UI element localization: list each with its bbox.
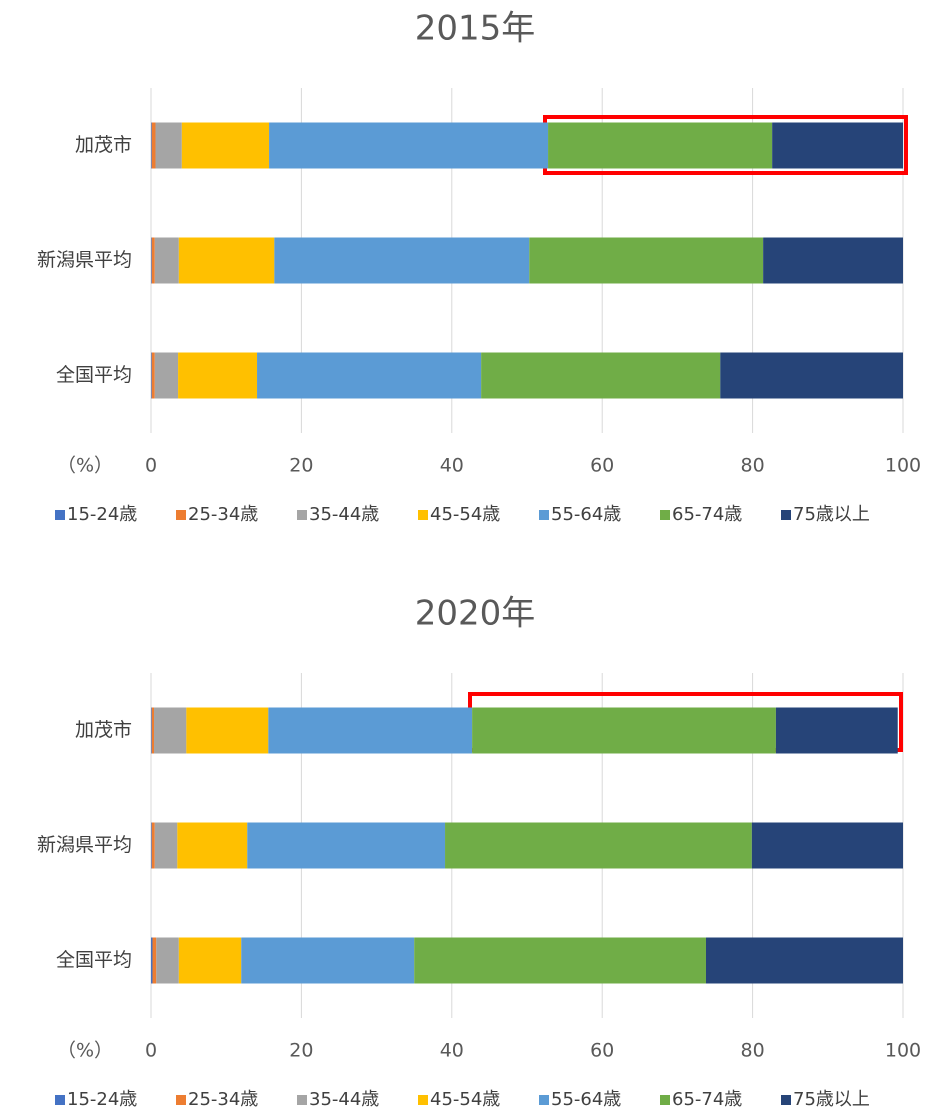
bar-segment — [763, 237, 903, 284]
x-tick-label: 40 — [440, 1040, 464, 1062]
bar-segment — [445, 822, 752, 869]
bar-segment — [178, 237, 275, 284]
y-tick-label: 加茂市 — [75, 134, 132, 156]
x-tick-label: 60 — [590, 455, 614, 477]
x-tick-label: 80 — [741, 455, 765, 477]
bar-segment — [177, 822, 248, 869]
x-tick-label: 20 — [289, 1040, 313, 1062]
bar-segment — [548, 122, 773, 169]
bar-segment — [152, 937, 157, 984]
legend-label: 35-44歳 — [309, 504, 379, 525]
x-axis-label: （%） — [57, 455, 113, 477]
legend-label: 35-44歳 — [309, 1089, 379, 1110]
y-tick-label: 全国平均 — [56, 949, 132, 971]
legend-marker — [539, 1095, 549, 1105]
bar-segment — [151, 707, 155, 754]
bar-segment — [241, 937, 415, 984]
legend-marker — [176, 510, 186, 520]
legend-marker — [55, 510, 65, 520]
legend-label: 45-54歳 — [430, 504, 500, 525]
legend-label: 55-64歳 — [551, 1089, 621, 1110]
legend-marker — [297, 510, 307, 520]
legend-label: 25-34歳 — [188, 504, 258, 525]
legend-label: 75歳以上 — [793, 1089, 870, 1110]
bar-segment — [772, 122, 903, 169]
legend-label: 45-54歳 — [430, 1089, 500, 1110]
y-tick-label: 加茂市 — [75, 719, 132, 741]
x-axis-label: （%） — [57, 1040, 113, 1062]
bar-segment — [481, 352, 721, 399]
x-tick-label: 100 — [885, 455, 921, 477]
bar-segment — [151, 122, 152, 169]
bar-segment — [181, 122, 270, 169]
bar-segment — [414, 937, 706, 984]
bar-segment — [720, 352, 903, 399]
bar-segment — [178, 937, 242, 984]
bar-segment — [151, 822, 152, 869]
bar-segment — [155, 122, 182, 169]
bar-segment — [751, 822, 903, 869]
bar-segment — [775, 707, 898, 754]
bar-segment — [151, 122, 156, 169]
bar-segment — [154, 352, 179, 399]
legend-marker — [418, 510, 428, 520]
bar-segment — [186, 707, 269, 754]
bar-segment — [151, 352, 152, 399]
x-tick-label: 100 — [885, 1040, 921, 1062]
bar-segment — [151, 822, 155, 869]
bar-segment — [269, 122, 549, 169]
legend-label: 65-74歳 — [672, 1089, 742, 1110]
bar-segment — [154, 822, 178, 869]
y-tick-label: 新潟県平均 — [37, 249, 132, 271]
legend-label: 15-24歳 — [67, 1089, 137, 1110]
bar-segment — [247, 822, 446, 869]
bar-segment — [178, 352, 258, 399]
legend-marker — [176, 1095, 186, 1105]
legend-marker — [660, 510, 670, 520]
legend-marker — [55, 1095, 65, 1105]
x-tick-label: 0 — [145, 1040, 157, 1062]
bar-segment — [156, 937, 179, 984]
legend-marker — [660, 1095, 670, 1105]
legend-marker — [297, 1095, 307, 1105]
x-tick-label: 0 — [145, 455, 157, 477]
bar-segment — [154, 237, 179, 284]
bar-segment — [151, 237, 155, 284]
bar-segment — [257, 352, 482, 399]
y-tick-label: 全国平均 — [56, 364, 132, 386]
chart-title: 2020年 — [415, 594, 536, 634]
bar-segment — [154, 707, 187, 754]
y-tick-label: 新潟県平均 — [37, 834, 132, 856]
legend-label: 75歳以上 — [793, 504, 870, 525]
bar-segment — [151, 937, 153, 984]
legend-label: 65-74歳 — [672, 504, 742, 525]
bar-segment — [274, 237, 530, 284]
legend-marker — [781, 510, 791, 520]
bar-segment — [705, 937, 903, 984]
x-tick-label: 40 — [440, 455, 464, 477]
legend-label: 15-24歳 — [67, 504, 137, 525]
bar-segment — [529, 237, 764, 284]
legend-marker — [781, 1095, 791, 1105]
bar-segment — [472, 707, 776, 754]
bar-segment — [151, 352, 155, 399]
chart-title: 2015年 — [415, 9, 536, 49]
legend-label: 55-64歳 — [551, 504, 621, 525]
x-tick-label: 60 — [590, 1040, 614, 1062]
legend-marker — [539, 510, 549, 520]
x-tick-label: 20 — [289, 455, 313, 477]
x-tick-label: 80 — [741, 1040, 765, 1062]
bar-segment — [268, 707, 473, 754]
legend-marker — [418, 1095, 428, 1105]
legend-label: 25-34歳 — [188, 1089, 258, 1110]
bar-segment — [151, 707, 152, 754]
bar-segment — [151, 237, 152, 284]
